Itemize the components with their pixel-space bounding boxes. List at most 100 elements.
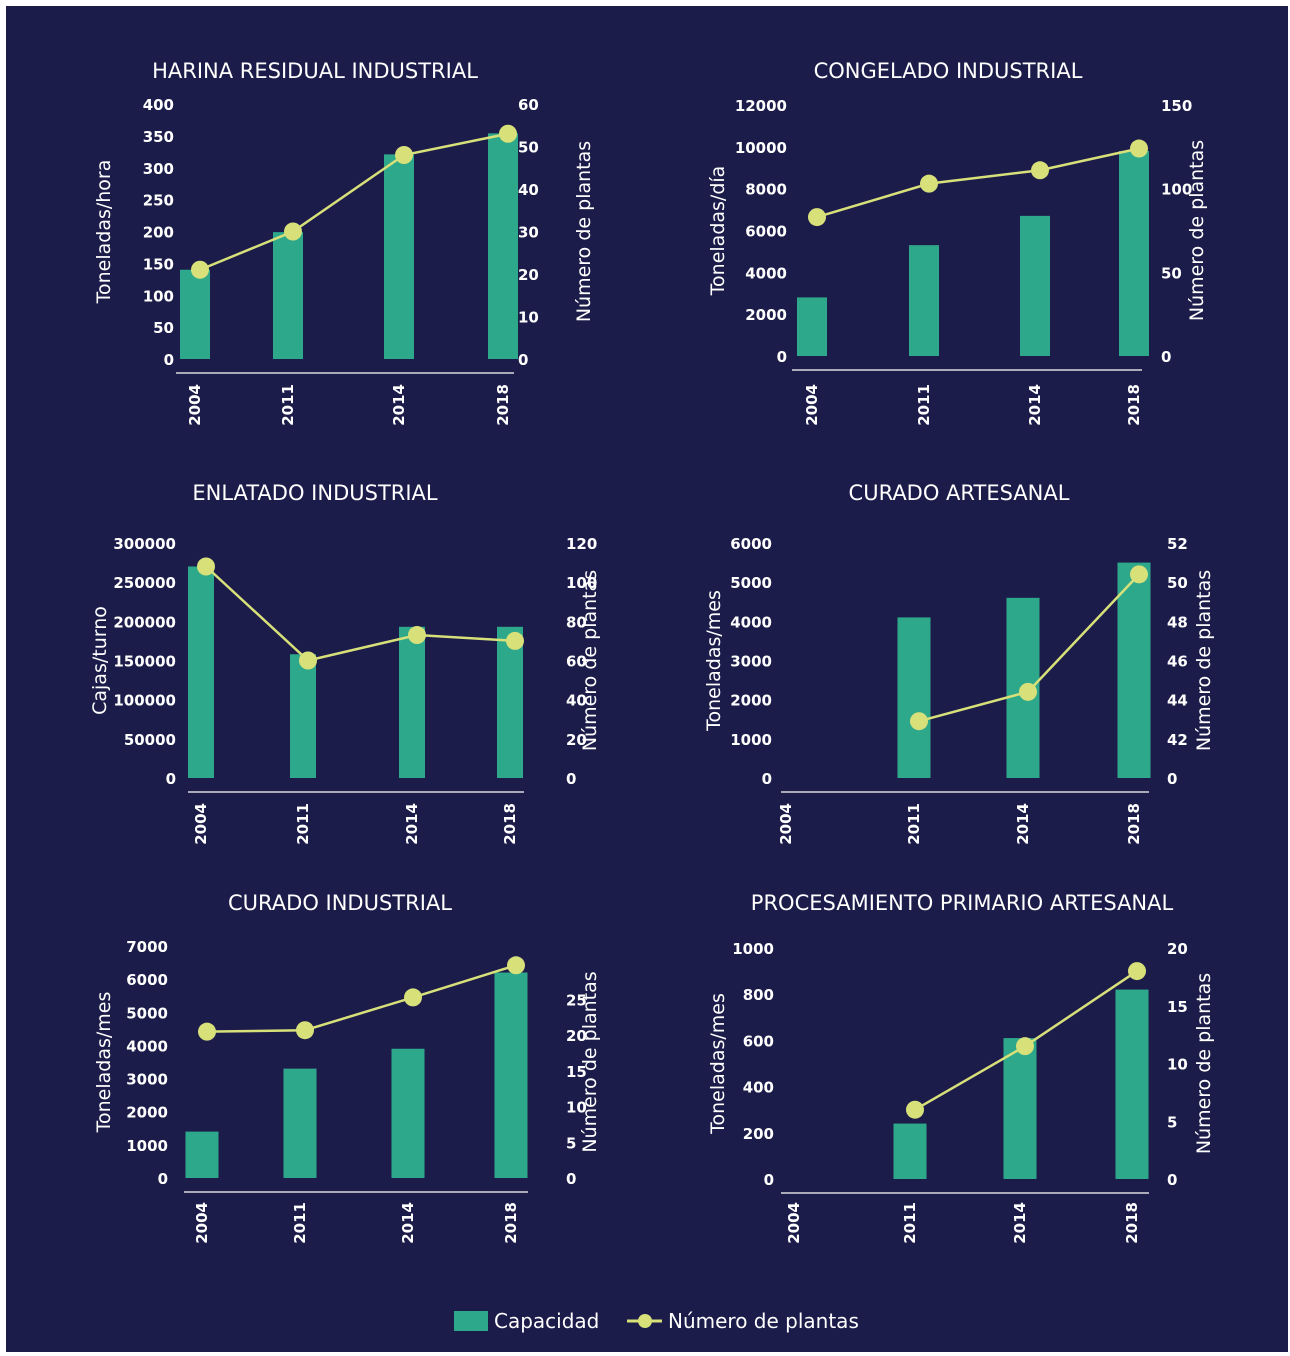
- chart-title: ENLATADO INDUSTRIAL: [192, 481, 438, 505]
- category-label: 2011: [915, 384, 933, 426]
- category-label: 2011: [901, 1202, 919, 1244]
- y-tick-label: 200: [143, 224, 174, 242]
- bar-2004: [797, 297, 827, 356]
- y2-tick-label: 5: [1167, 1113, 1177, 1131]
- y-tick-label: 400: [743, 1079, 774, 1097]
- y2-tick-label: 20: [1167, 940, 1188, 958]
- y-tick-label: 1000: [730, 731, 772, 749]
- y2-axis-label: Número de plantas: [1193, 570, 1215, 751]
- y-tick-label: 12000: [735, 97, 787, 115]
- y-tick-label: 6000: [745, 223, 787, 241]
- y-tick-label: 4000: [745, 264, 787, 282]
- bar-2011: [909, 245, 939, 356]
- y-axis-label: Toneladas/hora: [93, 160, 115, 305]
- plants-point: [198, 1022, 216, 1041]
- y-tick-label: 5000: [126, 1004, 168, 1022]
- y-tick-label: 0: [764, 1171, 774, 1189]
- y2-tick-label: 0: [1167, 1171, 1177, 1189]
- plants-point: [197, 557, 215, 576]
- y2-tick-label: 150: [1161, 97, 1192, 115]
- category-label: 2004: [192, 803, 210, 845]
- bar-2011: [893, 1123, 927, 1179]
- y-tick-label: 0: [777, 348, 787, 366]
- y2-tick-label: 10: [1167, 1056, 1188, 1074]
- y-tick-label: 2000: [126, 1104, 168, 1122]
- y-tick-label: 10000: [735, 139, 787, 157]
- bar-2004: [180, 269, 210, 359]
- plants-line: [206, 964, 517, 1033]
- y2-tick-label: 5: [566, 1134, 576, 1152]
- plants-point: [395, 146, 413, 164]
- chart-title: CURADO ARTESANAL: [849, 481, 1070, 505]
- plants-point: [1130, 565, 1148, 584]
- y-axis-label: Toneladas/mes: [707, 993, 729, 1135]
- category-label: 2018: [502, 1202, 520, 1244]
- plants-point: [1128, 962, 1146, 981]
- y2-tick-label: 44: [1167, 692, 1188, 710]
- chart-figure: HARINA RESIDUAL INDUSTRIAL05010015020025…: [6, 6, 1288, 1352]
- y2-tick-label: 120: [566, 535, 597, 553]
- plants-point: [284, 222, 302, 241]
- y-tick-label: 400: [143, 96, 174, 114]
- y-tick-label: 250: [143, 192, 174, 210]
- y2-tick-label: 60: [518, 96, 539, 114]
- y-tick-label: 3000: [730, 653, 772, 671]
- legend: Capacidad Número de plantas: [454, 1309, 859, 1333]
- bar-2018: [1117, 562, 1151, 778]
- category-label: 2004: [186, 384, 204, 426]
- plants-point: [1016, 1037, 1034, 1056]
- chart-title: CONGELADO INDUSTRIAL: [814, 59, 1083, 83]
- y-tick-label: 100: [143, 287, 174, 305]
- plants-point: [1031, 161, 1049, 180]
- y-tick-label: 5000: [730, 574, 772, 592]
- y2-tick-label: 60: [566, 653, 587, 671]
- y2-tick-label: 42: [1167, 731, 1188, 749]
- y2-axis-label: Número de plantas: [579, 971, 601, 1152]
- bar-2011: [290, 654, 316, 778]
- y-tick-label: 2000: [730, 692, 772, 710]
- chart-title: HARINA RESIDUAL INDUSTRIAL: [152, 59, 478, 83]
- plants-point: [408, 626, 426, 645]
- y-tick-label: 300: [143, 160, 174, 178]
- y-tick-label: 4000: [730, 613, 772, 631]
- category-label: 2011: [279, 384, 297, 426]
- bar-2011: [273, 232, 303, 359]
- y-tick-label: 8000: [745, 181, 787, 199]
- y-tick-label: 0: [166, 770, 176, 788]
- y-tick-label: 4000: [126, 1037, 168, 1055]
- category-label: 2004: [193, 1202, 211, 1244]
- category-label: 2018: [494, 384, 512, 426]
- category-label: 2011: [294, 803, 312, 845]
- bar-2018: [1119, 151, 1149, 356]
- y-tick-label: 0: [164, 351, 174, 369]
- y-tick-label: 600: [743, 1032, 774, 1050]
- plants-line: [205, 565, 516, 662]
- y2-tick-label: 10: [566, 1099, 587, 1117]
- legend-line-marker: [638, 1314, 652, 1328]
- category-label: 2014: [390, 384, 408, 426]
- plants-point: [920, 174, 938, 193]
- bar-2014: [384, 154, 414, 359]
- y2-tick-label: 30: [518, 224, 539, 242]
- category-label: 2018: [501, 803, 519, 845]
- y2-axis-label: Número de plantas: [1186, 140, 1208, 321]
- bar-2011: [283, 1068, 317, 1178]
- category-label: 2014: [403, 803, 421, 845]
- y-axis-label: Toneladas/mes: [703, 590, 725, 732]
- y2-tick-label: 20: [566, 731, 587, 749]
- bar-2014: [1020, 215, 1050, 356]
- category-label: 2011: [905, 803, 923, 845]
- category-label: 2004: [777, 803, 795, 845]
- y-axis-label: Toneladas/mes: [93, 992, 115, 1134]
- y-tick-label: 2000: [745, 306, 787, 324]
- plants-line: [816, 147, 1140, 219]
- y2-tick-label: 0: [566, 1170, 576, 1188]
- plants-point: [296, 1021, 314, 1040]
- category-label: 2014: [1011, 1202, 1029, 1244]
- category-label: 2004: [785, 1202, 803, 1244]
- y-tick-label: 150: [143, 255, 174, 273]
- plants-point: [191, 260, 209, 279]
- y-tick-label: 7000: [126, 938, 168, 956]
- figure-background: [6, 6, 1288, 1352]
- y2-tick-label: 25: [566, 992, 587, 1010]
